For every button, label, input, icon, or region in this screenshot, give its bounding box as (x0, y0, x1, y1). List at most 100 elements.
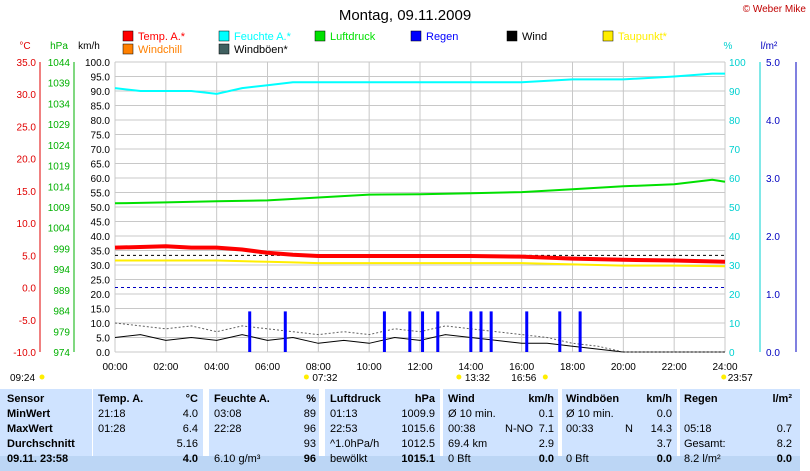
pressure-tick-label: 974 (53, 348, 70, 359)
rain-bar (479, 311, 483, 352)
time-marker-label: 16:56 (511, 373, 536, 384)
x-tick-label: 18:00 (560, 362, 585, 373)
wind-value: 0.1 (538, 408, 554, 420)
rain-bar (408, 311, 412, 352)
wind-tick-label: 10.0 (91, 319, 111, 330)
time-marker-label: 23:57 (728, 373, 753, 384)
humidity-tick-label: 80 (729, 116, 741, 127)
rain-tick-label: 3.0 (766, 174, 780, 185)
series-line (114, 334, 725, 353)
humidity-tick-label: 60 (729, 174, 741, 185)
stats-table: Sensor Temp. A. °C Feuchte A. % Luftdruc… (0, 389, 800, 471)
chart-grid (114, 61, 726, 353)
pressure-tick-label: 1034 (48, 99, 71, 110)
rain-time: 05:18 (684, 423, 712, 435)
wind-value: 2.9 (538, 438, 554, 450)
header-gust: Windböen (566, 393, 620, 405)
pressure-tick-label: 999 (53, 244, 70, 255)
wind-value: 7.1 (538, 423, 554, 435)
hum-value: 96 (303, 453, 316, 465)
x-tick-label: 22:00 (662, 362, 687, 373)
humidity-tick-label: 90 (729, 87, 741, 98)
series-line (114, 178, 726, 205)
legend-swatch (218, 43, 230, 55)
wind-tick-label: 35.0 (91, 247, 111, 258)
gust-value: 3.7 (656, 438, 672, 450)
x-tick-label: 00:00 (102, 362, 127, 373)
pressure-tick-label: 984 (53, 307, 70, 318)
gust-value: 14.3 (650, 423, 672, 435)
x-tick-label: 24:00 (712, 362, 737, 373)
temp-time: 01:28 (98, 423, 126, 435)
temp-tick-label: 10.0 (17, 219, 37, 230)
x-tick-label: 06:00 (255, 362, 280, 373)
wind-tick-label: 15.0 (91, 305, 111, 316)
pressure-tick-label: 989 (53, 286, 70, 297)
press-value: 1009.9 (401, 408, 435, 420)
wind-tick-label: 40.0 (91, 232, 111, 243)
temp-value: 6.4 (182, 423, 198, 435)
hum-time: 22:28 (214, 423, 242, 435)
chart-series (114, 72, 726, 353)
pressure-tick-label: 979 (53, 327, 70, 338)
temp-axis-unit: °C (19, 41, 30, 52)
gust-direction: N (625, 423, 633, 435)
header-wind-unit: km/h (528, 393, 554, 405)
header-wind: Wind (448, 393, 475, 405)
temp-tick-label: -5.0 (19, 316, 37, 327)
time-marker-dot (721, 374, 727, 380)
x-tick-label: 16:00 (509, 362, 534, 373)
pressure-tick-label: 1009 (48, 203, 71, 214)
chart-title: Montag, 09.11.2009 (339, 7, 471, 24)
legend-swatch (122, 30, 134, 42)
header-rain: Regen (684, 393, 718, 405)
wind-tick-label: 75.0 (91, 131, 111, 142)
x-tick-label: 12:00 (407, 362, 432, 373)
header-hum-unit: % (306, 393, 316, 405)
row-label: MaxWert (7, 423, 53, 435)
legend-label: Luftdruck (330, 31, 376, 43)
wind-tick-label: 100.0 (85, 58, 110, 69)
time-markers: 09:24 07:32 13:32 16:56 23:57 (10, 373, 753, 384)
pressure-tick-label: 1029 (48, 120, 71, 131)
rain-tick-label: 1.0 (766, 290, 780, 301)
temp-tick-label: 15.0 (17, 187, 37, 198)
chart-axes: °C hPa km/h% l/m² 35.0 30.0 25.0 20.0 15.0 10.0 5.… (13, 41, 797, 373)
legend-label: Wind (522, 31, 547, 43)
wind-tick-label: 90.0 (91, 87, 111, 98)
humidity-axis-unit: % (724, 41, 733, 52)
humidity-tick-label: 40 (729, 232, 741, 243)
pressure-tick-label: 1039 (48, 79, 71, 90)
weather-chart: Montag, 09.11.2009 © Weber Mike Temp. A.… (10, 4, 806, 384)
rain-time: Gesamt: (684, 438, 726, 450)
pressure-tick-label: 1044 (48, 58, 71, 69)
row-label: 09.11. 23:58 (7, 453, 69, 465)
temp-tick-label: 25.0 (17, 122, 37, 133)
rain-tick-label: 2.0 (766, 232, 780, 243)
rain-bar (558, 311, 562, 352)
wind-tick-label: 45.0 (91, 218, 111, 229)
temp-tick-label: 35.0 (17, 58, 37, 69)
wind-time: 00:38 (448, 423, 476, 435)
wind-tick-label: 65.0 (91, 160, 111, 171)
rain-tick-label: 0.0 (766, 348, 780, 359)
gust-time: Ø 10 min. (566, 408, 614, 420)
header-temp: Temp. A. (98, 393, 144, 405)
pressure-tick-label: 1019 (48, 162, 71, 173)
temp-value: 4.0 (182, 453, 198, 465)
rain-bar (489, 311, 493, 352)
press-value: 1012.5 (401, 438, 435, 450)
wind-axis-unit: km/h (78, 41, 100, 52)
x-tick-label: 10:00 (357, 362, 382, 373)
temp-value: 5.16 (176, 438, 198, 450)
x-tick-label: 02:00 (153, 362, 178, 373)
wind-direction: N-NO (505, 423, 534, 435)
temp-tick-label: 0.0 (22, 284, 36, 295)
temp-tick-label: 5.0 (22, 251, 36, 262)
time-marker-label: 09:24 (10, 373, 35, 384)
legend-label: Regen (426, 31, 458, 43)
hum-time: 03:08 (214, 408, 242, 420)
hum-time: 6.10 g/m³ (214, 453, 261, 465)
gust-time: 0 Bft (566, 453, 589, 465)
series-line (115, 259, 726, 268)
